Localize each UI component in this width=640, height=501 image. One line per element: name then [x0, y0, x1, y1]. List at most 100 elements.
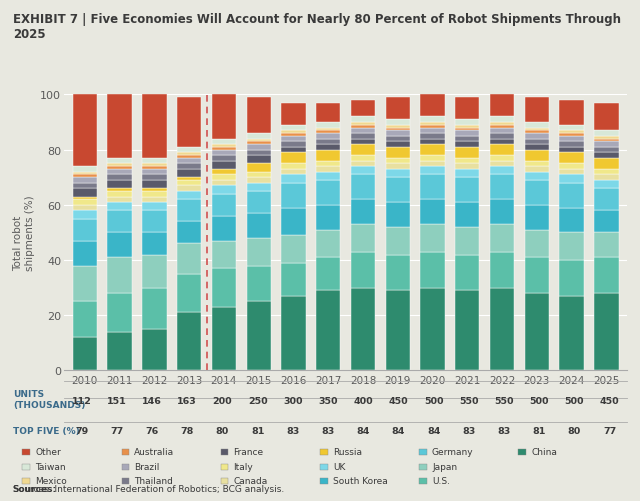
Bar [282, 134, 306, 136]
Text: Sources: International Federation of Robotics; BCG analysis.: Sources: International Federation of Rob… [13, 484, 284, 493]
Bar [246, 266, 271, 302]
Bar [212, 161, 236, 169]
Bar [73, 211, 97, 219]
Text: 400: 400 [353, 396, 373, 405]
Bar [282, 183, 306, 208]
Bar [490, 134, 514, 139]
Bar [455, 147, 479, 158]
Bar [455, 120, 479, 125]
Text: 300: 300 [283, 396, 303, 405]
Bar [246, 142, 271, 145]
Text: Japan: Japan [432, 462, 457, 471]
Text: 83: 83 [321, 426, 335, 435]
Bar [282, 125, 306, 131]
Text: 81: 81 [532, 426, 546, 435]
Bar [73, 189, 97, 197]
Bar [282, 164, 306, 169]
Bar [177, 98, 202, 147]
Bar [282, 175, 306, 183]
Bar [559, 164, 584, 169]
Bar [525, 167, 549, 172]
Bar [108, 191, 132, 197]
Text: 250: 250 [248, 396, 268, 405]
Bar [108, 258, 132, 294]
Bar [525, 205, 549, 230]
Bar [177, 222, 202, 244]
Bar [177, 200, 202, 222]
Bar [351, 175, 375, 200]
Bar [108, 189, 132, 191]
Bar [316, 150, 340, 161]
Bar [525, 230, 549, 258]
Bar [455, 125, 479, 128]
Bar [246, 164, 271, 172]
Bar [177, 153, 202, 156]
Bar [351, 123, 375, 125]
Bar [142, 95, 166, 158]
Bar [559, 169, 584, 175]
Bar [385, 120, 410, 125]
Bar [525, 294, 549, 371]
Bar [212, 194, 236, 216]
Text: Other: Other [35, 447, 61, 456]
Bar [177, 147, 202, 153]
Bar [316, 181, 340, 205]
Bar [351, 224, 375, 252]
Bar [351, 156, 375, 161]
Bar [73, 167, 97, 172]
Bar [420, 123, 445, 125]
Bar [525, 123, 549, 128]
Bar [177, 156, 202, 158]
Bar [455, 255, 479, 291]
Text: Italy: Italy [234, 462, 253, 471]
Bar [246, 238, 271, 266]
Bar [420, 156, 445, 161]
Bar [142, 211, 166, 233]
Bar [212, 169, 236, 175]
Bar [455, 131, 479, 136]
Bar [108, 164, 132, 167]
Text: 76: 76 [145, 426, 159, 435]
Bar [316, 161, 340, 167]
Text: 450: 450 [388, 396, 408, 405]
Bar [490, 117, 514, 123]
Bar [594, 233, 618, 258]
Text: 350: 350 [318, 396, 338, 405]
Bar [142, 197, 166, 202]
Bar [490, 175, 514, 200]
Bar [177, 164, 202, 169]
Bar [559, 125, 584, 131]
Text: Germany: Germany [432, 447, 474, 456]
Bar [559, 101, 584, 125]
Bar [351, 288, 375, 371]
Bar [490, 139, 514, 145]
Bar [455, 136, 479, 142]
Bar [385, 158, 410, 164]
Bar [594, 158, 618, 169]
Text: TOP FIVE (%): TOP FIVE (%) [13, 426, 79, 435]
Bar [594, 175, 618, 180]
Bar [525, 258, 549, 294]
Text: 84: 84 [392, 426, 405, 435]
Bar [73, 178, 97, 183]
Bar [455, 128, 479, 131]
Y-axis label: Total robot
shipments (%): Total robot shipments (%) [13, 195, 35, 271]
Bar [73, 266, 97, 302]
Bar [525, 161, 549, 167]
Bar [246, 156, 271, 164]
Text: 77: 77 [110, 426, 124, 435]
Text: 200: 200 [212, 396, 232, 405]
Text: France: France [234, 447, 264, 456]
Bar [142, 158, 166, 164]
Bar [594, 258, 618, 294]
Text: 450: 450 [600, 396, 620, 405]
Bar [246, 302, 271, 371]
Bar [212, 145, 236, 147]
Bar [177, 181, 202, 186]
Bar [108, 294, 132, 332]
Bar [246, 191, 271, 213]
Bar [559, 136, 584, 142]
Bar [282, 131, 306, 134]
Bar [559, 233, 584, 261]
Bar [559, 296, 584, 371]
